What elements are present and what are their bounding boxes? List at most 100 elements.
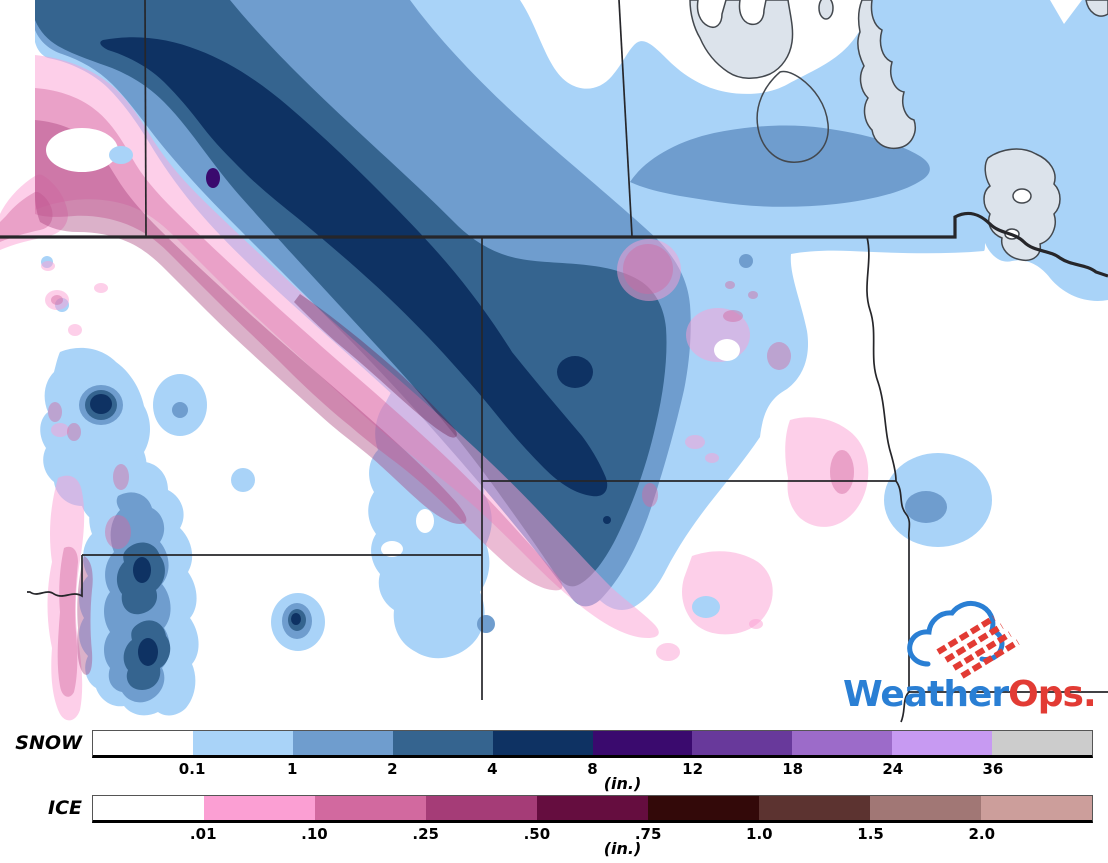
ice-dot (48, 402, 62, 422)
ice-bighorn-fringe (47, 475, 85, 721)
snow-contour-4-blob (291, 613, 301, 625)
snow-contour-4 (100, 37, 608, 497)
snow-unit: (in.) (603, 774, 642, 793)
snow-tick-label: 12 (682, 760, 704, 778)
ice-color-segment (204, 796, 315, 820)
dry-pocket-corner-west (46, 128, 118, 172)
ice-dot (94, 283, 108, 293)
ice-contour-10-west (0, 192, 53, 242)
snow-contour-1-nd-patch (630, 125, 930, 207)
dry-pocket (381, 541, 403, 557)
ice-dot (51, 423, 69, 437)
ice-tick-label: 2.0 (968, 825, 996, 843)
ice-tick-label: .50 (523, 825, 551, 843)
ice-tick-label: 1.0 (746, 825, 773, 843)
ice-dot (105, 515, 131, 549)
logo-wordmark: WeatherOps. (843, 674, 1096, 715)
snow-color-segment (192, 731, 293, 755)
ice-patch (45, 290, 69, 310)
ice-contour-50 (294, 294, 457, 438)
ice-patch-east (785, 417, 869, 527)
snow-color-segment (592, 731, 693, 755)
ice-color-segment (315, 796, 426, 820)
logo-word-weather: Weather (843, 674, 1009, 715)
ice-contour-trace (35, 55, 659, 638)
lake-island (1012, 188, 1032, 204)
snow-tick-label: 0.1 (178, 760, 206, 778)
border-sd-ia (900, 691, 910, 723)
ice-legend-label: ICE (48, 797, 82, 819)
ice-color-segment (648, 796, 759, 820)
snow-legend: SNOW 0.1 1 2 4 8 12 18 24 36 (in.) (0, 730, 1108, 794)
snow-dot (231, 468, 255, 492)
ice-tick-label: .10 (301, 825, 328, 843)
lake-winnipeg (857, 0, 916, 150)
ice-unit: (in.) (603, 839, 642, 858)
ice-colorbar (92, 795, 1093, 823)
ice-dot (656, 643, 680, 661)
ice-dot (685, 435, 705, 449)
ice-dot (67, 423, 81, 441)
logo-word-ops: Ops. (1008, 674, 1095, 715)
international-border (0, 211, 1108, 278)
lake-manitoba (689, 0, 794, 79)
ice-color-segment (870, 796, 981, 820)
dry-pocket (714, 339, 740, 361)
snow-dot-1 (477, 615, 495, 633)
snow-dot (109, 146, 133, 164)
snow-color-segment (792, 731, 893, 755)
snow-dot-1 (739, 254, 753, 268)
ice-dot (725, 281, 735, 289)
snow-contour-4-bighorn (133, 557, 151, 583)
ice-dot (68, 324, 82, 336)
lake-corner (1085, 0, 1108, 17)
lake-outline-loop (756, 70, 829, 163)
border-sk-mb (618, 0, 633, 237)
ice-dot (723, 310, 743, 322)
ice-dot (705, 453, 719, 463)
snow-color-segment (292, 731, 393, 755)
lake-small (818, 0, 834, 20)
ice-tick-label: .25 (412, 825, 439, 843)
ice-legend: ICE .01 .10 .25 .50 .75 1.0 1.5 2.0 (in.) (0, 795, 1108, 859)
ice-patch (623, 244, 673, 294)
snow-contour-4-dot (603, 516, 611, 524)
border-mt-id (27, 555, 83, 598)
snow-field (35, 0, 1108, 716)
snow-tick-label: 36 (982, 760, 1004, 778)
ice-color-segment (981, 796, 1092, 820)
ice-color-segment (759, 796, 870, 820)
ice-tick-label: .75 (634, 825, 662, 843)
ice-patch (830, 450, 854, 494)
snow-tick-label: 24 (882, 760, 904, 778)
border-us-canada (0, 211, 1108, 278)
snow-dot (692, 596, 720, 618)
ice-color-segment (426, 796, 537, 820)
legend: SNOW 0.1 1 2 4 8 12 18 24 36 (in.) ICE .01.10.25… (0, 726, 1108, 863)
snow-contour-1-core (905, 491, 947, 523)
ice-contour-10 (35, 88, 563, 591)
snow-contour-4-dab (557, 356, 593, 388)
snow-contour-2 (35, 0, 667, 587)
snow-contour-8-dot (206, 168, 220, 188)
ice-dot (51, 295, 63, 305)
ice-bighorn-inner (57, 546, 78, 697)
snow-tick-label: 4 (487, 760, 498, 778)
ice-dot (113, 464, 129, 490)
ice-tick-label: 1.5 (857, 825, 884, 843)
ice-colorbar-ticks: .01 .10 .25 .50 .75 1.0 1.5 2.0 (92, 825, 1093, 843)
snow-color-segment (392, 731, 493, 755)
dry-pocket-corner (1050, 0, 1082, 24)
ice-dot (41, 261, 55, 271)
ice-dot (749, 619, 763, 629)
ice-contour-25 (35, 120, 467, 524)
ice-patch (767, 342, 791, 370)
snow-contour-4-heart (90, 394, 112, 414)
snow-color-segment (692, 731, 793, 755)
snow-tick-label: 2 (387, 760, 398, 778)
ice-tick-label: .01 (189, 825, 217, 843)
border-red-river (866, 236, 897, 482)
snow-color-segment (492, 731, 593, 755)
ice-dot (748, 291, 758, 299)
forecast-map: WeatherOps. (0, 0, 1108, 723)
